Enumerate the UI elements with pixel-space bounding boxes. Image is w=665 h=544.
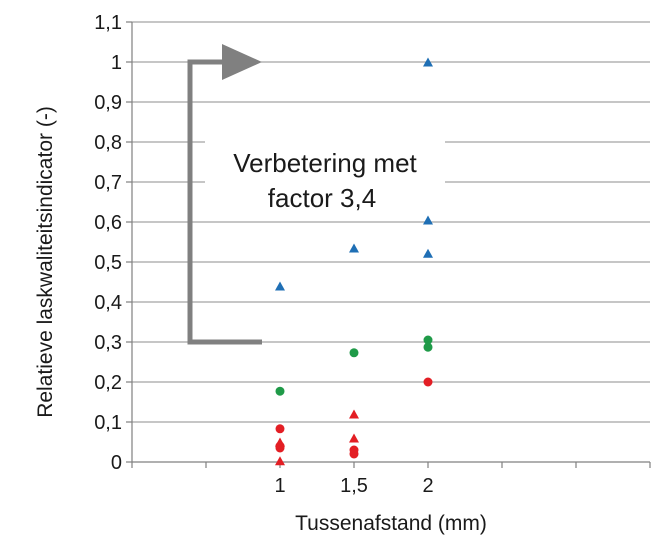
data-point (423, 342, 433, 352)
improvement-annotation: Verbetering met factor 3,4 (187, 44, 445, 345)
data-point (423, 215, 433, 225)
y-tick-label: 1,1 (94, 12, 122, 34)
y-tick-label: 0,9 (94, 92, 122, 114)
x-tick-label: 1 (274, 475, 285, 497)
x-tick-labels: 1 1,5 2 (131, 462, 651, 497)
x-tick-label: 2 (422, 475, 433, 497)
y-tick-label: 0,8 (94, 132, 122, 154)
y-tick-label: 0,6 (94, 212, 122, 234)
y-tick-label: 0,3 (94, 332, 122, 354)
data-point (349, 409, 359, 419)
y-tick-label: 0,4 (94, 292, 122, 314)
data-point (349, 449, 359, 459)
improvement-arrow (187, 59, 262, 345)
y-tick-label: 0,2 (94, 372, 122, 394)
y-axis-title: Relatieve laskwaliteitsindicator (-) (34, 106, 57, 418)
y-tick-label: 0 (111, 452, 122, 474)
data-point (349, 433, 359, 443)
y-tick-labels: 0 0,1 0,2 0,3 0,4 0,5 0,6 0,7 0,8 0,9 1 1,1 (94, 12, 132, 474)
data-point (423, 335, 433, 345)
data-points (275, 57, 433, 466)
x-tick-label: 1,5 (340, 475, 368, 497)
data-point (349, 243, 359, 253)
annotation-line-2: factor 3,4 (268, 183, 376, 213)
grid-lines (132, 21, 650, 423)
annotation-background (205, 140, 445, 220)
y-tick-label: 0,1 (94, 412, 122, 434)
data-point (349, 348, 359, 358)
data-point (423, 377, 433, 387)
data-point (423, 248, 433, 258)
data-point (423, 57, 433, 67)
data-point (275, 281, 285, 291)
data-point (275, 424, 285, 434)
x-axis-title: Tussenafstand (mm) (295, 512, 487, 535)
data-point (275, 437, 285, 447)
y-tick-label: 0,7 (94, 172, 122, 194)
data-point (275, 456, 285, 466)
y-tick-label: 1 (111, 52, 122, 74)
y-tick-label: 0,5 (94, 252, 122, 274)
data-point (275, 386, 285, 396)
arrow-head-icon (222, 44, 262, 80)
annotation-line-1: Verbetering met (233, 148, 417, 178)
